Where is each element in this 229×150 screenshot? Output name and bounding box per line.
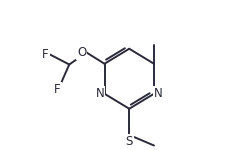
Text: N: N bbox=[153, 87, 162, 100]
Text: N: N bbox=[95, 87, 104, 100]
Text: S: S bbox=[125, 135, 132, 148]
Text: F: F bbox=[54, 83, 61, 96]
Text: O: O bbox=[77, 46, 86, 59]
Text: F: F bbox=[42, 48, 49, 60]
